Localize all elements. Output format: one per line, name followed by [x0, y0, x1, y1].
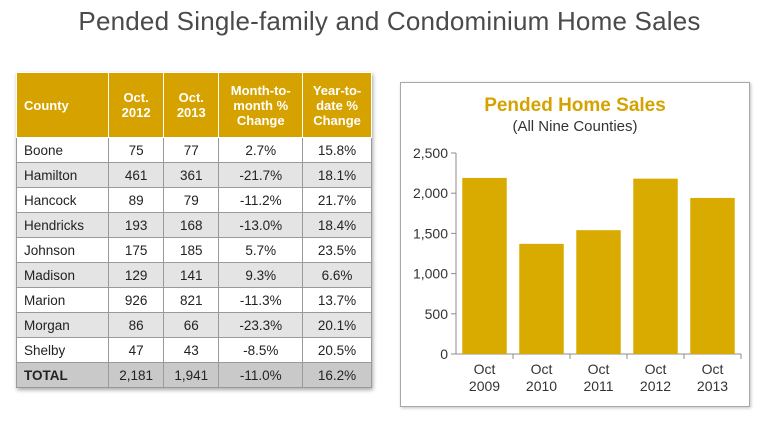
- table-row: Hendricks 193 168 -13.0% 18.4%: [16, 212, 372, 238]
- cell-month-to-month-change: 9.3%: [218, 262, 304, 288]
- cell-county: Morgan: [16, 312, 109, 338]
- cell-year-to-date-change: 18.1%: [302, 162, 372, 188]
- chart-title: Pended Home Sales: [484, 95, 666, 116]
- column-header-month-to-month-change: Month-to-month % Change: [218, 72, 304, 138]
- cell-month-to-month-change: -8.5%: [218, 337, 304, 363]
- cell-oct-2013: 821: [163, 287, 220, 313]
- table-total-row: TOTAL 2,181 1,941 -11.0% 16.2%: [16, 362, 372, 388]
- cell-oct-2012: 2,181: [107, 362, 165, 388]
- cell-year-to-date-change: 13.7%: [302, 287, 372, 313]
- cell-oct-2012: 86: [107, 312, 165, 338]
- page-title: Pended Single-family and Condominium Hom…: [78, 6, 701, 36]
- x-tick-label: Oct 2013: [697, 361, 728, 394]
- x-tick-label: Oct 2011: [583, 361, 613, 394]
- bar-2: [519, 243, 564, 354]
- cell-year-to-date-change: 23.5%: [302, 237, 372, 263]
- cell-month-to-month-change: -11.3%: [218, 287, 304, 313]
- bar-5: [690, 197, 735, 354]
- table-row: Hancock 89 79 -11.2% 21.7%: [16, 187, 372, 213]
- y-tick-label: 1,500: [413, 225, 448, 241]
- column-header-oct-2013: Oct. 2013: [163, 72, 220, 138]
- sales-table-grid: County Oct. 2012 Oct. 2013 Month-to-month % Ch…: [16, 72, 372, 388]
- chart-canvas: Pended Home Sales (All Nine Counties) 0 500…: [413, 95, 742, 394]
- table-row: Johnson 175 185 5.7% 23.5%: [16, 237, 372, 263]
- cell-year-to-date-change: 20.5%: [302, 337, 372, 363]
- cell-year-to-date-change: 15.8%: [302, 137, 372, 163]
- cell-oct-2013: 141: [163, 262, 220, 288]
- pended-sales-chart: Pended Home Sales (All Nine Counties) 0 500…: [400, 82, 750, 407]
- cell-oct-2012: 926: [107, 287, 165, 313]
- cell-county: Hamilton: [16, 162, 109, 188]
- cell-county: Hancock: [16, 187, 109, 213]
- cell-oct-2012: 193: [107, 212, 165, 238]
- column-header-oct-2012: Oct. 2012: [107, 72, 165, 138]
- table-header-row: County Oct. 2012 Oct. 2013 Month-to-month % Ch…: [16, 72, 372, 138]
- y-tick-label: 2,000: [413, 185, 448, 201]
- table-row: Morgan 86 66 -23.3% 20.1%: [16, 312, 372, 338]
- cell-month-to-month-change: -11.0%: [218, 362, 304, 388]
- cell-oct-2012: 75: [107, 137, 165, 163]
- table-body: Boone 75 77 2.7% 15.8% Hamilton 461 361 -21.7% 18…: [16, 137, 372, 388]
- cell-oct-2013: 1,941: [163, 362, 220, 388]
- cell-oct-2012: 129: [107, 262, 165, 288]
- cell-year-to-date-change: 21.7%: [302, 187, 372, 213]
- cell-month-to-month-change: -13.0%: [218, 212, 304, 238]
- cell-month-to-month-change: 2.7%: [218, 137, 304, 163]
- cell-county: Johnson: [16, 237, 109, 263]
- cell-oct-2013: 77: [163, 137, 220, 163]
- cell-month-to-month-change: -23.3%: [218, 312, 304, 338]
- table-row: Boone 75 77 2.7% 15.8%: [16, 137, 372, 163]
- cell-county: Boone: [16, 137, 109, 163]
- cell-oct-2012: 89: [107, 187, 165, 213]
- cell-county: Hendricks: [16, 212, 109, 238]
- cell-month-to-month-change: -21.7%: [218, 162, 304, 188]
- cell-year-to-date-change: 18.4%: [302, 212, 372, 238]
- y-tick-label: 2,500: [413, 145, 448, 161]
- cell-oct-2012: 47: [107, 337, 165, 363]
- x-tick-label: Oct 2012: [640, 361, 671, 394]
- y-tick-label: 500: [425, 306, 449, 322]
- table-row: Hamilton 461 361 -21.7% 18.1%: [16, 162, 372, 188]
- y-tick-label: 0: [440, 346, 448, 362]
- cell-month-to-month-change: 5.7%: [218, 237, 304, 263]
- chart-subtitle: (All Nine Counties): [512, 118, 637, 135]
- cell-oct-2012: 175: [107, 237, 165, 263]
- y-tick-label: 1,000: [413, 266, 448, 282]
- bar-3: [576, 230, 621, 354]
- cell-county: Shelby: [16, 337, 109, 363]
- cell-year-to-date-change: 20.1%: [302, 312, 372, 338]
- cell-county: Madison: [16, 262, 109, 288]
- column-header-county: County: [16, 72, 109, 138]
- table-row: Shelby 47 43 -8.5% 20.5%: [16, 337, 372, 363]
- cell-oct-2013: 66: [163, 312, 220, 338]
- table-row: Marion 926 821 -11.3% 13.7%: [16, 287, 372, 313]
- bar-4: [633, 178, 678, 354]
- cell-year-to-date-change: 16.2%: [302, 362, 372, 388]
- cell-year-to-date-change: 6.6%: [302, 262, 372, 288]
- county-sales-table: County Oct. 2012 Oct. 2013 Month-to-month % Ch…: [16, 72, 372, 388]
- cell-county: Marion: [16, 287, 109, 313]
- table-row: Madison 129 141 9.3% 6.6%: [16, 262, 372, 288]
- column-header-year-to-date-change: Year-to-date % Change: [302, 72, 372, 138]
- x-tick-label: Oct 2009: [469, 361, 500, 394]
- cell-oct-2013: 361: [163, 162, 220, 188]
- x-tick-label: Oct 2010: [526, 361, 557, 394]
- cell-oct-2012: 461: [107, 162, 165, 188]
- cell-county: TOTAL: [16, 362, 109, 388]
- cell-oct-2013: 79: [163, 187, 220, 213]
- bar-1: [462, 177, 507, 354]
- cell-oct-2013: 185: [163, 237, 220, 263]
- cell-month-to-month-change: -11.2%: [218, 187, 304, 213]
- cell-oct-2013: 43: [163, 337, 220, 363]
- cell-oct-2013: 168: [163, 212, 220, 238]
